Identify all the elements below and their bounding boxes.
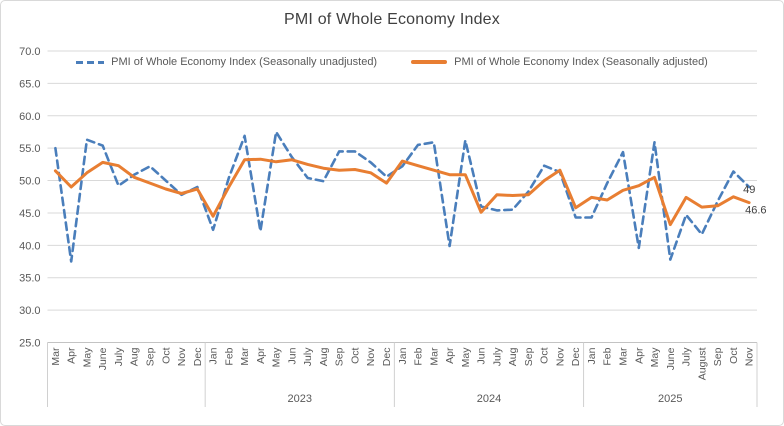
- x-axis-year-label: 2023: [288, 393, 312, 405]
- x-axis-month-label: Mar: [239, 347, 251, 366]
- x-axis-month-label: Jan: [397, 347, 409, 364]
- x-axis-month-label: Jan: [208, 347, 220, 364]
- y-axis-tick-label: 30.0: [19, 305, 40, 317]
- x-axis-month-label: Oct: [349, 347, 361, 363]
- x-axis-month-label: Dec: [570, 348, 582, 367]
- x-axis-month-label: Aug: [318, 347, 330, 366]
- legend-label-adjusted: PMI of Whole Economy Index (Seasonally a…: [454, 56, 708, 68]
- x-axis-month-label: Feb: [223, 347, 235, 365]
- y-axis-tick-label: 25.0: [19, 338, 40, 350]
- x-axis-month-label: Oct: [539, 347, 551, 363]
- legend-item-unadjusted: PMI of Whole Economy Index (Seasonally u…: [76, 56, 377, 68]
- x-axis-month-label: June: [97, 347, 109, 370]
- x-axis-month-label: Oct: [160, 347, 172, 363]
- x-axis-month-label: Sep: [144, 347, 156, 366]
- y-axis-tick-label: 50.0: [19, 176, 40, 188]
- x-axis-month-label: Jan: [586, 347, 598, 364]
- x-axis-month-label: Apr: [444, 347, 456, 364]
- data-label-adjusted: 46.6: [745, 205, 766, 217]
- y-axis-tick-label: 70.0: [19, 46, 40, 58]
- x-axis-month-label: May: [81, 347, 93, 368]
- data-label-unadjusted: 49: [743, 184, 755, 196]
- x-axis-month-label: May: [649, 347, 661, 368]
- unadjusted-dashed-line-swatch-icon: [76, 60, 105, 64]
- x-axis-month-label: Oct: [728, 347, 740, 363]
- x-axis-month-label: Aug: [507, 347, 519, 366]
- x-axis-month-label: Nov: [744, 347, 756, 366]
- x-axis-month-label: Sep: [334, 347, 346, 366]
- x-axis-month-label: May: [460, 347, 472, 368]
- x-axis-month-label: June: [665, 347, 677, 370]
- x-axis-year-label: 2025: [658, 393, 682, 405]
- x-axis-month-label: Mar: [50, 347, 62, 366]
- chart-title: PMI of Whole Economy Index: [284, 11, 500, 28]
- adjusted-solid-line-swatch-icon: [411, 60, 448, 64]
- legend-label-unadjusted: PMI of Whole Economy Index (Seasonally u…: [111, 56, 378, 68]
- series-line-unadjusted: [54, 130, 751, 263]
- x-axis-month-label: Jun: [476, 347, 488, 364]
- series-line-adjusted: [53, 157, 751, 227]
- x-axis-month-label: Nov: [176, 347, 188, 366]
- x-axis-month-label: Apr: [633, 347, 645, 364]
- y-axis-tick-label: 60.0: [19, 111, 40, 123]
- x-axis-month-label: Jun: [286, 347, 298, 364]
- x-axis-month-label: Mar: [428, 347, 440, 366]
- y-axis-tick-label: 65.0: [19, 78, 40, 90]
- x-axis-month-label: Sep: [523, 347, 535, 366]
- x-axis-year-label: 2024: [477, 393, 501, 405]
- y-axis-tick-label: 55.0: [19, 143, 40, 155]
- x-axis-month-label: Sep: [712, 347, 724, 366]
- y-axis-tick-label: 45.0: [19, 208, 40, 220]
- x-axis-month-label: May: [271, 347, 283, 368]
- x-axis-month-label: Nov: [365, 347, 377, 366]
- x-axis-month-label: Feb: [602, 347, 614, 365]
- x-axis-month-label: Feb: [413, 347, 425, 365]
- x-axis-month-label: July: [491, 347, 503, 366]
- y-axis-tick-label: 40.0: [19, 240, 40, 252]
- x-axis-month-label: August: [696, 347, 708, 380]
- legend: PMI of Whole Economy Index (Seasonally u…: [1, 56, 783, 68]
- x-axis-month-label: Dec: [192, 348, 204, 367]
- y-axis-tick-label: 35.0: [19, 273, 40, 285]
- x-axis-month-label: July: [302, 347, 314, 366]
- x-axis-month-label: July: [113, 347, 125, 366]
- x-axis-month-label: Apr: [66, 347, 78, 364]
- legend-item-adjusted: PMI of Whole Economy Index (Seasonally a…: [411, 56, 708, 68]
- x-axis-month-label: Aug: [129, 347, 141, 366]
- x-axis-month-label: Apr: [255, 347, 267, 364]
- x-axis-month-label: Mar: [617, 347, 629, 366]
- x-axis-month-label: July: [681, 347, 693, 366]
- x-axis-month-label: Dec: [381, 348, 393, 367]
- x-axis-month-label: Nov: [554, 347, 566, 366]
